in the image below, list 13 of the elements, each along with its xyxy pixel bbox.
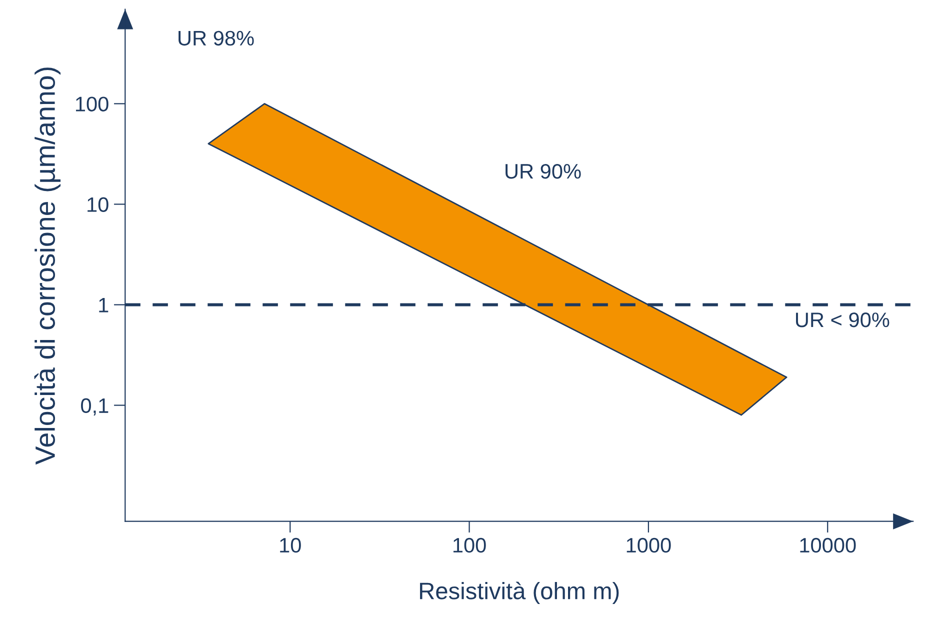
x-tick-label: 1000: [626, 538, 671, 553]
y-tick-label: 1: [99, 298, 108, 312]
x-axis-title: Resistività (ohm m): [420, 582, 619, 604]
y-tick-label: 0,1: [81, 398, 108, 416]
annotation: UR < 90%: [796, 312, 890, 328]
y-tick-label: 10: [88, 197, 108, 212]
x-tick-label: 100: [453, 538, 486, 553]
x-tick-label: 10000: [800, 538, 856, 553]
annotation: UR 98%: [178, 30, 254, 46]
annotation: UR 90%: [506, 164, 581, 179]
y-tick-label: 100: [76, 96, 108, 112]
y-axis-title: Velocità di corrosione (µm/anno): [34, 68, 61, 465]
x-tick-label: 10: [280, 538, 301, 553]
